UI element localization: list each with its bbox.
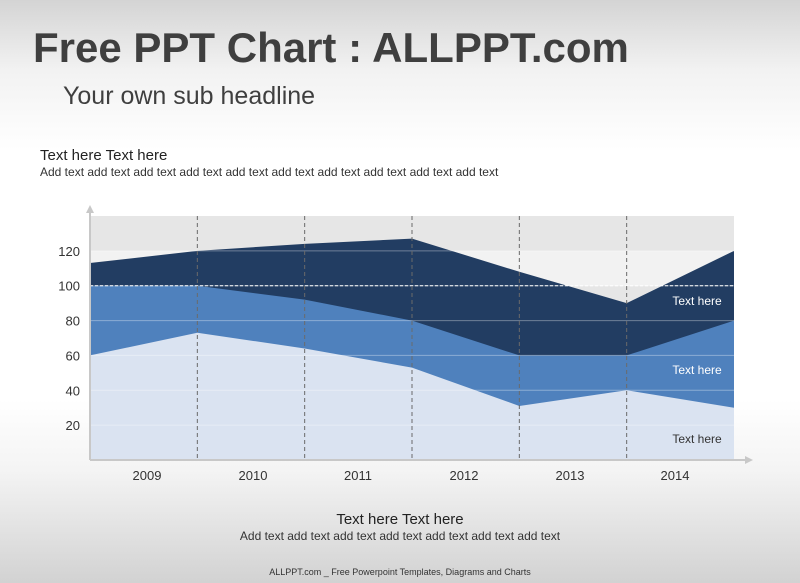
y-tick-label: 120	[58, 244, 80, 259]
page-title: Free PPT Chart : ALLPPT.com	[33, 24, 629, 71]
bottom-heading: Text here Text here	[336, 511, 464, 528]
x-tick-label: 2012	[450, 468, 479, 483]
y-tick-label: 100	[58, 279, 80, 294]
page-subtitle: Your own sub headline	[63, 82, 316, 110]
series-label-middle: Text here	[672, 363, 722, 377]
footer-text: ALLPPT.com _ Free Powerpoint Templates, …	[269, 567, 531, 577]
series-label-top: Text here	[672, 294, 722, 308]
top-heading: Text here Text here	[40, 147, 168, 164]
x-tick-label: 2013	[556, 468, 585, 483]
area-bottom	[90, 332, 734, 460]
bottom-body-text: Add text add text add text add text add …	[239, 529, 561, 543]
y-tick-label: 40	[66, 383, 80, 398]
y-tick-label: 80	[66, 314, 80, 329]
y-tick-label: 60	[66, 348, 80, 363]
x-tick-label: 2014	[661, 468, 690, 483]
x-tick-label: 2010	[239, 468, 268, 483]
x-axis-arrow	[745, 456, 753, 464]
x-tick-label: 2009	[133, 468, 162, 483]
y-tick-label: 20	[66, 418, 80, 433]
top-body-text: Add text add text add text add text add …	[40, 165, 499, 179]
x-tick-label: 2011	[344, 468, 372, 483]
series-label-bottom: Text here	[672, 432, 722, 446]
y-axis-arrow	[86, 205, 94, 213]
